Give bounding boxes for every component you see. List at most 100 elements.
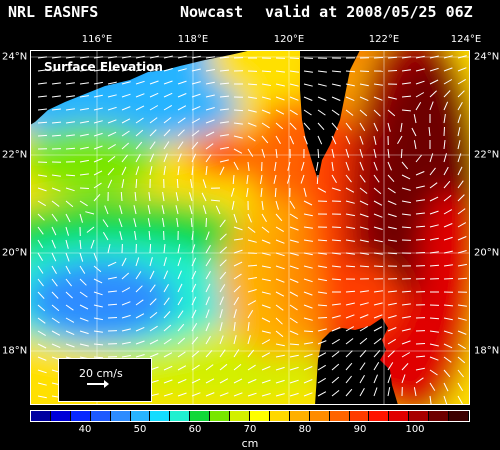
current-vector-arrow bbox=[219, 309, 223, 319]
current-vector-arrow bbox=[289, 252, 299, 256]
current-vector-arrow bbox=[149, 166, 153, 176]
current-vector-arrow bbox=[51, 174, 61, 177]
current-vector-arrow bbox=[121, 142, 130, 150]
current-vector-arrow bbox=[331, 122, 339, 131]
current-vector-arrow bbox=[233, 109, 244, 112]
current-vector-arrow bbox=[135, 313, 145, 319]
current-vector-arrow bbox=[415, 102, 422, 111]
lon-tick-116: 116°E bbox=[81, 34, 113, 45]
current-vector-arrow bbox=[233, 297, 240, 306]
current-vector-arrow bbox=[317, 187, 327, 193]
current-vector-arrow bbox=[289, 304, 298, 311]
current-vector-arrow bbox=[387, 174, 395, 183]
current-vector-arrow bbox=[176, 218, 179, 228]
current-vector-arrow bbox=[219, 121, 229, 124]
current-vector-arrow bbox=[303, 70, 313, 73]
current-vector-arrow bbox=[231, 200, 235, 210]
current-vector-arrow bbox=[79, 82, 89, 85]
current-vector-arrow bbox=[149, 312, 158, 319]
current-vector-arrow bbox=[107, 143, 116, 150]
current-vector-arrow bbox=[401, 161, 409, 170]
current-vector-arrow bbox=[275, 148, 278, 158]
current-vector-arrow bbox=[345, 302, 355, 306]
current-vector-arrow bbox=[428, 127, 431, 137]
current-vector-arrow bbox=[401, 187, 411, 191]
current-vector-arrow bbox=[233, 238, 243, 241]
current-vector-arrow bbox=[191, 378, 201, 384]
current-vector-arrow bbox=[273, 174, 277, 184]
lon-tick-120: 120°E bbox=[273, 34, 305, 45]
current-vector-arrow bbox=[104, 205, 109, 215]
current-vector-arrow bbox=[93, 120, 103, 124]
current-vector-arrow bbox=[345, 161, 350, 171]
colorbar-tick-label: 70 bbox=[243, 424, 257, 435]
current-vector-arrow bbox=[135, 326, 145, 332]
current-vector-arrow bbox=[289, 122, 297, 130]
current-vector-arrow bbox=[93, 265, 102, 273]
header-product-type: Nowcast bbox=[180, 3, 244, 21]
current-vector-arrow bbox=[359, 96, 369, 102]
current-vector-arrow bbox=[135, 178, 138, 189]
current-vector-arrow bbox=[359, 148, 364, 158]
current-vector-arrow bbox=[275, 109, 285, 115]
current-vector-arrow bbox=[457, 90, 465, 98]
current-vector-arrow bbox=[219, 284, 226, 293]
current-vector-arrow bbox=[65, 252, 70, 262]
current-vector-arrow bbox=[387, 350, 395, 358]
colorbar-swatch bbox=[50, 411, 71, 421]
current-vector-arrow bbox=[443, 101, 449, 111]
current-vector-arrow bbox=[65, 317, 75, 323]
current-vector-arrow bbox=[51, 239, 56, 249]
current-vector-arrow bbox=[230, 187, 235, 197]
current-vector-arrow bbox=[373, 362, 380, 371]
current-vector-arrow bbox=[51, 252, 57, 262]
current-vector-arrow bbox=[121, 287, 131, 293]
current-vector-arrow bbox=[289, 70, 299, 73]
current-vector-arrow bbox=[149, 257, 153, 267]
current-vector-arrow bbox=[202, 179, 207, 189]
current-vector-arrow bbox=[387, 70, 398, 72]
current-vector-arrow bbox=[93, 158, 103, 163]
current-vector-arrow bbox=[37, 330, 46, 337]
current-vector-arrow bbox=[37, 174, 47, 177]
current-vector-arrow bbox=[260, 187, 263, 197]
current-vector-arrow bbox=[373, 109, 381, 117]
current-vector-arrow bbox=[359, 187, 368, 194]
lat-tick-22-left: 22°N bbox=[2, 149, 28, 161]
current-vector-arrow bbox=[79, 330, 89, 335]
current-vector-arrow bbox=[79, 304, 89, 310]
current-vector-arrow bbox=[65, 187, 75, 192]
current-vector-arrow bbox=[163, 352, 173, 358]
current-vector-arrow bbox=[205, 244, 211, 254]
current-vector-arrow bbox=[345, 314, 355, 319]
current-vector-arrow bbox=[37, 187, 47, 192]
current-vector-arrow bbox=[191, 68, 201, 72]
current-vector-arrow bbox=[247, 364, 256, 371]
current-vector-arrow bbox=[79, 133, 89, 137]
colorbar-tick-label: 50 bbox=[133, 424, 147, 435]
current-vector-arrow bbox=[261, 200, 264, 210]
current-vector-arrow bbox=[233, 122, 243, 125]
current-vector-arrow bbox=[219, 82, 230, 85]
current-vector-arrow bbox=[303, 278, 313, 283]
current-vector-arrow bbox=[359, 70, 370, 72]
current-vector-arrow bbox=[303, 353, 313, 358]
current-vector-arrow bbox=[373, 374, 378, 384]
current-vector-arrow bbox=[457, 222, 467, 228]
graticule bbox=[30, 50, 470, 405]
current-vector-arrow bbox=[443, 304, 454, 307]
current-vector-arrow bbox=[163, 68, 173, 72]
current-vector-arrow bbox=[373, 135, 377, 145]
current-vector-arrow bbox=[387, 315, 397, 319]
current-vector-arrow bbox=[317, 109, 326, 116]
current-vector-arrow bbox=[331, 70, 342, 73]
current-vector-arrow bbox=[233, 261, 243, 267]
current-vector-arrow bbox=[457, 78, 466, 85]
current-vector-arrow bbox=[177, 244, 181, 254]
current-vector-arrow bbox=[162, 192, 165, 202]
current-vector-arrow bbox=[401, 328, 411, 332]
current-vector-arrow bbox=[121, 301, 131, 306]
current-vector-arrow bbox=[429, 167, 436, 176]
current-vector-arrow bbox=[289, 83, 299, 87]
current-vector-arrow bbox=[135, 141, 143, 150]
